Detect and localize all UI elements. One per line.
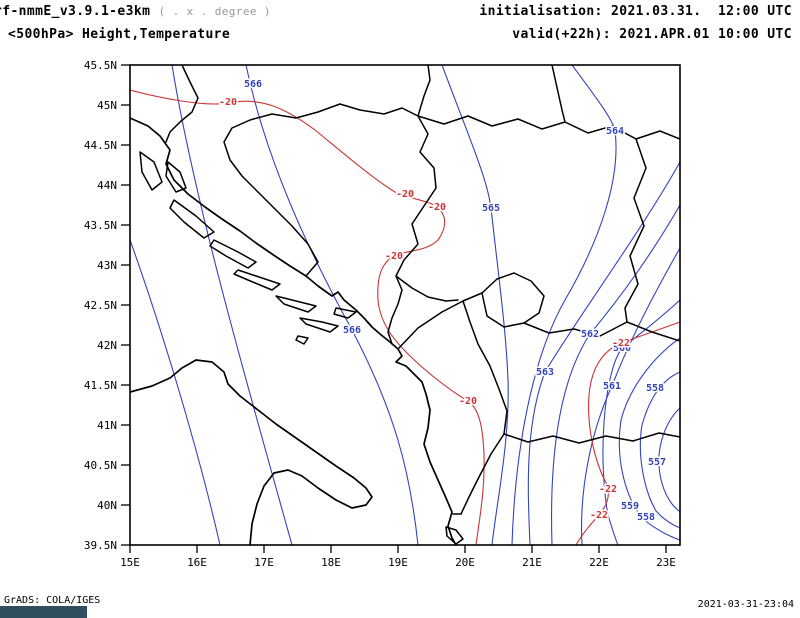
border-banat [551,65,566,123]
height-contour-565 [441,65,509,545]
lon-label: 21E [522,556,542,569]
island [333,307,357,319]
island [209,239,257,269]
initialisation-time: initialisation: 2021.03.31. 12:00 UTC [479,4,792,19]
height-contour-566 [245,65,419,545]
height-label: 565 [482,203,500,214]
island [295,335,309,345]
corner-box [0,606,87,618]
island [169,199,215,239]
height-label: 562 [581,329,599,340]
lat-label: 42.5N [84,299,117,312]
plot-frame [129,64,681,546]
model-name: rf-nmmE_v3.9.1-e3km [0,4,151,19]
lat-label: 44N [97,179,117,192]
field-title: <500hPa> Height,Temperature [8,27,231,42]
lat-label: 45N [97,99,117,112]
temperature-label: -22 [599,484,617,495]
island [139,151,163,191]
lat-label: 40.5N [84,459,117,472]
lat-label: 42N [97,339,117,352]
lat-label: 43N [97,259,117,272]
height-label: 561 [603,381,621,392]
border-danube [417,115,680,140]
lon-label: 22E [589,556,609,569]
islands [139,151,464,545]
lon-label: 18E [321,556,341,569]
height-label: 566 [244,79,262,90]
height-label: 559 [621,501,639,512]
height-label: 558 [637,512,655,523]
lat-label: 43.5N [84,219,117,232]
lat-label: 45.5N [84,59,117,72]
temp-contour-minus20 [130,89,485,545]
border-greece-north [503,432,680,444]
lon-label: 15E [120,556,140,569]
height-contour-564 [511,65,617,545]
island-corfu [445,526,464,545]
border-serbia-north [417,65,431,117]
longitude-axis: 15E 16E 17E 18E 19E 20E 21E 22E 23E [120,545,676,569]
lon-label: 16E [187,556,207,569]
border-macedonia-north [523,321,628,337]
lat-label: 41.5N [84,379,117,392]
height-label: 560 [613,343,631,354]
island [275,295,317,313]
coastline-east-adriatic [130,117,457,545]
island [165,161,187,193]
temperature-label: -20 [219,97,237,108]
border-bosnia [223,103,437,345]
height-label: 566 [343,325,361,336]
height-contour-560 [602,299,680,545]
height-label: 557 [648,457,666,468]
lon-label: 19E [388,556,408,569]
height-label: 563 [536,367,554,378]
lat-label: 39.5N [84,539,117,552]
height-contour-west-2 [171,65,293,545]
temp-contour-minus22 [575,321,680,545]
height-contour-558 [639,371,680,529]
temperature-label: -20 [385,251,403,262]
lon-label: 23E [656,556,676,569]
coastline-italy [130,359,373,545]
height-contour-559 [618,337,680,541]
creation-timestamp: 2021-03-31-23:04 [697,599,794,610]
lon-label: 17E [254,556,274,569]
border-kosovo [481,272,545,328]
temperature-label: -20 [396,189,414,200]
valid-time: valid(+22h): 2021.APR.01 10:00 UTC [512,27,792,42]
latitude-axis: 45.5N 45N 44.5N 44N 43.5N 43N 42.5N 42N 41.5N 41N… [84,59,130,552]
grid-resolution-note: ( . x . degree ) [158,5,271,18]
border-topleft [165,65,199,143]
height-contour-561 [581,247,680,545]
temperature-label: -22 [590,510,608,521]
border-albania-east [452,300,508,515]
temperature-label: -22 [612,338,630,349]
height-contour-west-1 [130,239,221,545]
temperature-label: -20 [428,202,446,213]
lat-label: 41N [97,419,117,432]
lat-label: 40N [97,499,117,512]
island [299,317,339,333]
grads-credit: GrADS: COLA/IGES [4,595,101,606]
lon-label: 20E [455,556,475,569]
height-contour-562 [551,204,680,545]
temperature-label: -20 [459,396,477,407]
height-label: 564 [606,126,624,137]
model-title: rf-nmmE_v3.9.1-e3km ( . x . degree ) [0,4,271,19]
island [233,269,281,291]
lat-label: 44.5N [84,139,117,152]
height-contour-563 [527,161,680,545]
border-montenegro-serbia [395,275,459,302]
border-serbia-bulgaria [624,138,680,342]
height-label: 558 [646,383,664,394]
border-montenegro [397,292,483,350]
height-contour-557 [658,407,680,513]
